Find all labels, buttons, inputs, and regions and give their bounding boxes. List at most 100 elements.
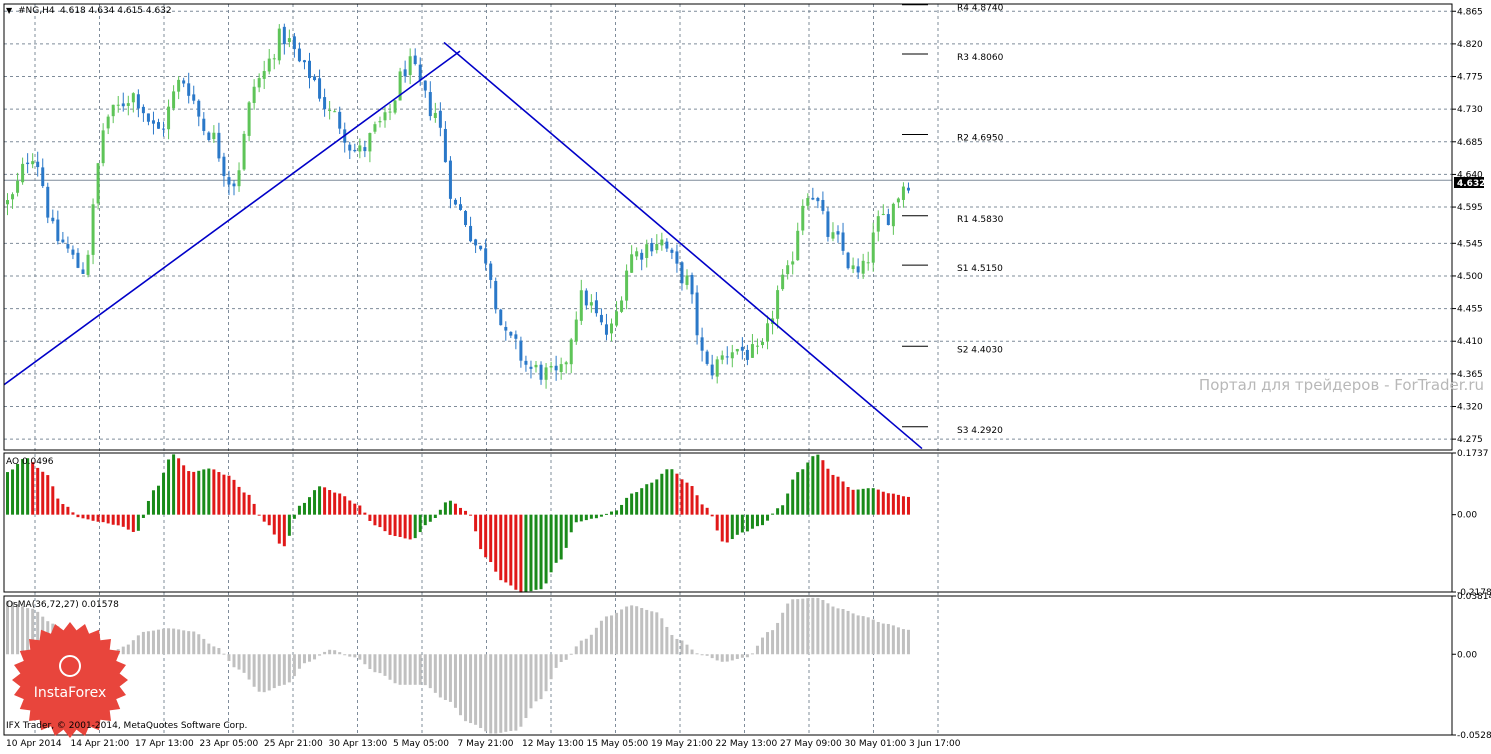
candle-body xyxy=(816,198,820,202)
ao-bar xyxy=(549,514,553,573)
ao-bar xyxy=(146,500,150,515)
candle-body xyxy=(750,344,754,358)
ao-bar xyxy=(615,510,619,515)
ao-panel xyxy=(3,452,1453,593)
candle-body xyxy=(393,100,397,113)
x-tick-label: 25 Apr 21:00 xyxy=(264,739,323,749)
osma-bar xyxy=(443,654,447,700)
ao-bar xyxy=(579,514,583,522)
ao-bar xyxy=(448,500,452,515)
candle-body xyxy=(474,239,478,246)
osma-bar xyxy=(876,621,880,655)
candle-body xyxy=(554,365,558,371)
candle-body xyxy=(484,248,488,264)
ao-bar xyxy=(771,513,775,515)
price-panel xyxy=(3,3,1453,451)
candle-body xyxy=(308,60,311,79)
osma-bar xyxy=(665,626,669,655)
osma-bar xyxy=(247,654,251,680)
osma-bar xyxy=(886,623,890,655)
ao-bar xyxy=(755,514,759,527)
ao-bar xyxy=(56,498,60,515)
candle-body xyxy=(735,348,739,352)
osma-y-tick-label: 0.00 xyxy=(1457,650,1477,660)
osma-bar xyxy=(192,631,196,655)
trendline[interactable] xyxy=(3,50,461,386)
osma-bar xyxy=(353,654,357,658)
ao-bar xyxy=(378,514,382,528)
ao-bar xyxy=(695,495,699,515)
y-tick-label: 4.500 xyxy=(1457,272,1483,282)
osma-bar xyxy=(338,652,342,655)
candle-body xyxy=(353,149,357,152)
ao-bar xyxy=(297,505,301,515)
osma-bar xyxy=(574,646,578,655)
ao-bar xyxy=(710,514,714,517)
osma-bar xyxy=(524,654,528,719)
osma-bar xyxy=(615,612,619,655)
candle-body xyxy=(660,239,664,246)
ao-bar xyxy=(781,505,785,515)
ao-bar xyxy=(750,514,754,529)
ao-bar xyxy=(559,514,563,560)
osma-bar xyxy=(448,654,452,702)
osma-bar xyxy=(685,644,689,655)
osma-bar xyxy=(222,653,226,655)
pivot-level-label: S2 4.4030 xyxy=(957,345,1003,355)
candle-body xyxy=(459,204,462,210)
candle-body xyxy=(604,324,608,335)
ao-bar xyxy=(761,514,764,526)
candle-body xyxy=(534,364,538,368)
ao-bar xyxy=(333,492,337,515)
candle-body xyxy=(41,167,45,187)
pivot-level-label: R1 4.5830 xyxy=(957,215,1004,225)
osma-bar xyxy=(36,611,40,655)
ao-bar xyxy=(459,507,462,515)
candle-body xyxy=(901,186,905,200)
ao-bar xyxy=(685,482,689,515)
candle-body xyxy=(167,106,171,130)
osma-bar xyxy=(207,643,211,655)
osma-bar xyxy=(720,654,724,662)
candle-body xyxy=(549,366,553,368)
ao-bar xyxy=(776,508,780,515)
ao-indicator-title: AO 0.0496 xyxy=(6,457,54,467)
ao-bar xyxy=(413,514,417,539)
ao-bar xyxy=(534,514,538,590)
osma-bar xyxy=(836,608,840,655)
ao-bar xyxy=(599,514,603,517)
candle-body xyxy=(776,290,780,319)
osma-bar xyxy=(121,646,125,655)
ao-bar xyxy=(302,502,306,515)
osma-bar xyxy=(906,629,910,655)
candle-body xyxy=(615,311,619,326)
trendline[interactable] xyxy=(443,41,923,450)
candle-body xyxy=(821,199,825,211)
ao-bar xyxy=(801,469,805,515)
ao-bar xyxy=(277,514,281,544)
x-tick-label: 10 Apr 2014 xyxy=(6,739,62,749)
ao-bar xyxy=(610,511,613,515)
ao-bar xyxy=(131,514,135,532)
osma-bar xyxy=(262,654,266,693)
ao-bar xyxy=(116,514,120,526)
ao-bar xyxy=(202,469,206,515)
ao-bar xyxy=(217,472,221,515)
price-badge: 4.632 xyxy=(1454,177,1485,189)
ao-bar xyxy=(141,514,145,518)
candle-body xyxy=(584,290,588,306)
osma-bar xyxy=(725,654,729,662)
candle-body xyxy=(287,38,291,43)
ao-bar xyxy=(438,509,442,515)
ao-bar xyxy=(86,514,90,520)
pivot-level-label: S3 4.2920 xyxy=(957,426,1003,436)
candle-body xyxy=(856,266,860,273)
candle-body xyxy=(524,360,528,365)
candle-body xyxy=(665,241,669,249)
chevron-down-icon[interactable]: ▼ xyxy=(6,6,13,15)
osma-bar xyxy=(620,609,624,655)
candle-body xyxy=(262,71,266,79)
ao-bar xyxy=(212,469,216,515)
ao-bar xyxy=(569,514,573,533)
